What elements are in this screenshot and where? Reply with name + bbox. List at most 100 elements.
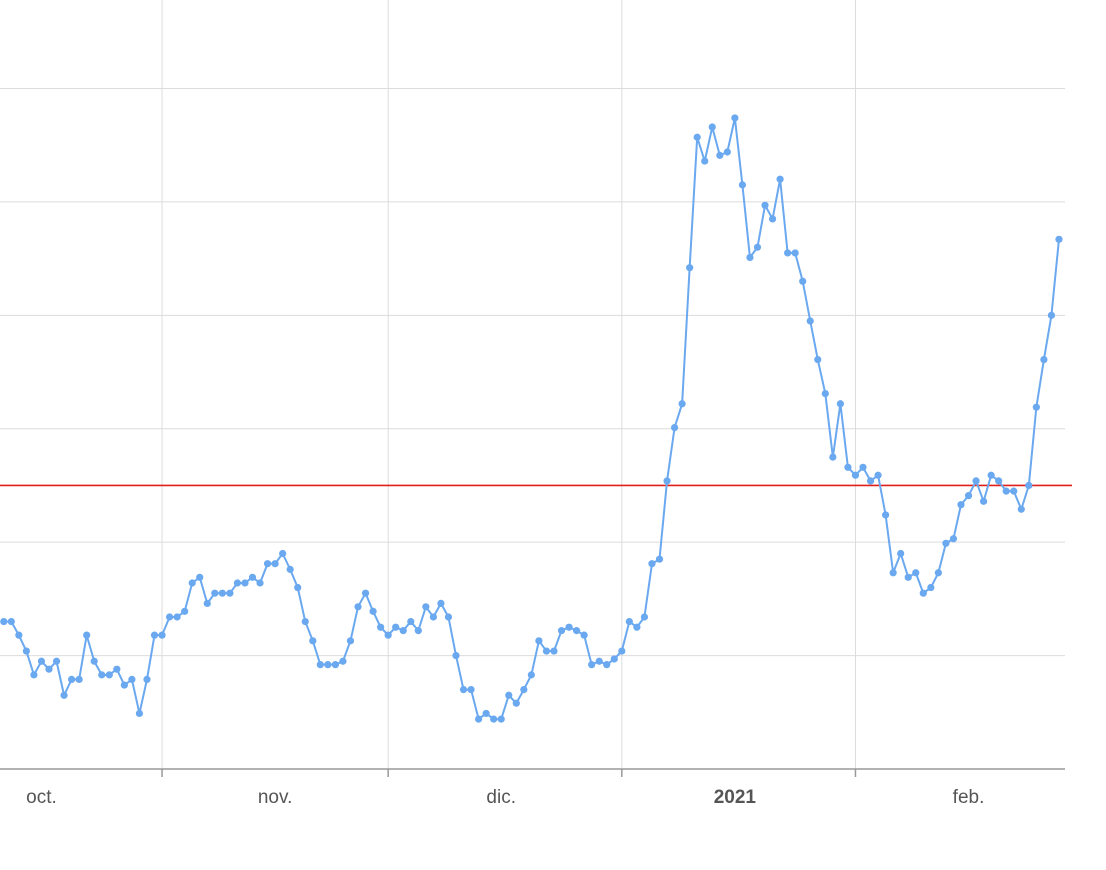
point <box>859 463 867 471</box>
point <box>68 675 76 683</box>
point <box>866 477 875 485</box>
point <box>135 709 144 718</box>
point <box>791 249 799 257</box>
x-tick-label: feb. <box>953 787 985 808</box>
point <box>776 175 784 183</box>
point <box>535 637 543 645</box>
point <box>30 671 38 679</box>
point <box>181 607 189 615</box>
point <box>708 123 716 131</box>
point <box>339 657 347 665</box>
point <box>979 497 988 505</box>
point <box>437 599 445 608</box>
point <box>331 661 340 669</box>
x-tick-label: oct. <box>26 787 57 808</box>
point <box>324 661 332 669</box>
point <box>22 647 30 655</box>
x-tick-label: dic. <box>486 787 516 808</box>
point <box>557 627 566 635</box>
point <box>120 681 128 689</box>
point <box>392 623 400 631</box>
point <box>37 657 46 665</box>
point <box>309 637 317 645</box>
point <box>248 573 257 581</box>
point <box>218 589 226 597</box>
point <box>286 565 294 573</box>
point <box>934 569 942 577</box>
point <box>475 715 483 723</box>
point <box>738 181 747 189</box>
point <box>693 133 701 141</box>
point <box>889 569 897 577</box>
point <box>90 657 98 665</box>
point <box>821 389 829 398</box>
point <box>369 607 377 615</box>
point <box>377 623 385 631</box>
point <box>165 613 174 621</box>
point <box>904 573 912 581</box>
point <box>716 151 724 159</box>
point <box>490 715 498 723</box>
point <box>226 589 234 597</box>
x-tick-label: nov. <box>258 787 293 808</box>
point <box>520 686 528 694</box>
point <box>467 686 475 694</box>
point <box>799 277 807 285</box>
point <box>1047 311 1056 319</box>
point <box>75 675 83 683</box>
point <box>670 424 679 432</box>
point <box>158 631 166 639</box>
point <box>113 665 121 673</box>
point <box>633 623 641 631</box>
point <box>829 453 837 461</box>
point <box>814 355 822 364</box>
point <box>361 589 370 597</box>
point <box>83 631 91 639</box>
point <box>768 215 777 223</box>
point <box>550 647 558 655</box>
point <box>301 617 309 626</box>
point <box>1010 487 1018 495</box>
point <box>196 573 204 581</box>
point <box>686 264 694 272</box>
point <box>851 471 860 479</box>
point <box>452 651 460 660</box>
point <box>429 613 437 621</box>
point <box>595 657 603 665</box>
point <box>52 657 61 665</box>
point <box>294 583 302 592</box>
point <box>995 477 1003 485</box>
point <box>912 569 920 577</box>
point <box>150 631 159 639</box>
point <box>459 686 468 694</box>
point <box>588 661 596 669</box>
point <box>173 613 181 621</box>
point <box>497 715 505 723</box>
point <box>655 555 664 563</box>
point <box>45 665 53 673</box>
x-tick-label: 2021 <box>714 787 757 808</box>
point <box>422 603 430 611</box>
point <box>1032 403 1040 411</box>
point <box>143 675 151 683</box>
point <box>731 114 739 122</box>
point <box>271 560 279 568</box>
point <box>60 691 68 699</box>
point <box>897 549 905 558</box>
point <box>580 631 588 639</box>
point <box>701 157 709 165</box>
point <box>0 617 8 626</box>
point <box>987 471 995 479</box>
point <box>256 579 264 587</box>
point <box>542 647 551 655</box>
point <box>1040 355 1048 364</box>
point <box>746 253 754 262</box>
point <box>346 637 355 645</box>
point <box>444 613 453 621</box>
point <box>640 613 649 621</box>
point <box>610 655 618 663</box>
point <box>7 617 15 626</box>
point <box>407 617 415 626</box>
point <box>211 589 219 597</box>
